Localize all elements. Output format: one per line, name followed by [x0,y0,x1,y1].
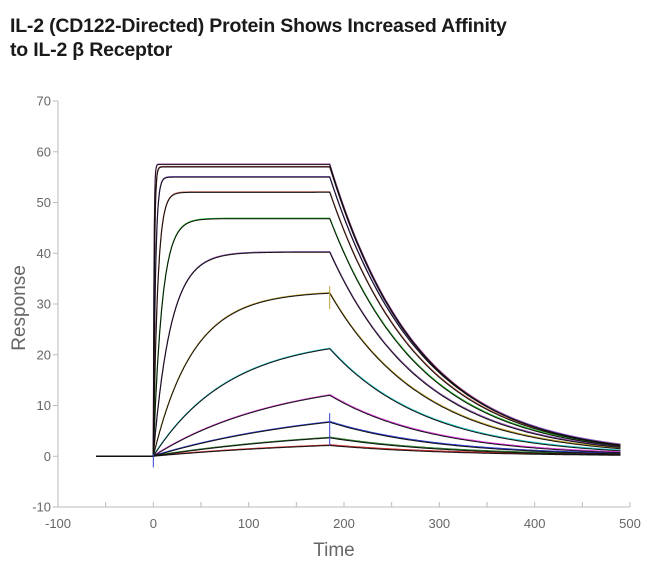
y-tick-label: -10 [32,500,51,515]
fit-curve-4 [96,191,621,457]
data-curve-5 [96,217,621,457]
x-axis-label: Time [313,540,355,561]
y-tick-label: 40 [37,246,51,261]
x-tick-label: 500 [619,516,641,531]
fit-curve-5 [96,218,621,457]
fit-curve-10 [96,421,621,457]
fit-curve-3 [96,176,621,457]
x-tick-label: 400 [524,516,546,531]
x-tick-label: -100 [45,516,71,531]
y-tick-label: 20 [37,347,51,362]
y-axis-label: Response [9,265,30,351]
data-curve-3 [96,176,621,457]
y-tick-label: 50 [37,195,51,210]
y-tick-label: 0 [44,449,51,464]
fit-curve-11 [96,437,621,457]
fit-curve-6 [96,251,621,457]
fit-curve-9 [96,394,621,457]
x-tick-label: 200 [333,516,355,531]
chart-title-line-1: IL-2 (CD122-Directed) Protein Shows Incr… [10,15,507,37]
fit-curve-12 [96,445,621,457]
data-curve-4 [96,191,621,457]
fit-curve-2 [96,166,621,457]
x-tick-label: 300 [428,516,450,531]
y-tick-label: 10 [37,398,51,413]
x-tick-label: 0 [150,516,157,531]
data-curve-8 [96,347,621,457]
y-tick-label: 70 [37,94,51,109]
y-tick-label: 30 [37,297,51,312]
y-tick-label: 60 [37,144,51,159]
chart-title: IL-2 (CD122-Directed) Protein Shows Incr… [10,14,630,62]
fit-curve-7 [96,292,621,457]
curves [96,163,621,468]
chart-title-line-2: to IL-2 β Receptor [10,39,173,61]
fit-curve-8 [96,348,621,457]
x-tick-label: 100 [238,516,260,531]
